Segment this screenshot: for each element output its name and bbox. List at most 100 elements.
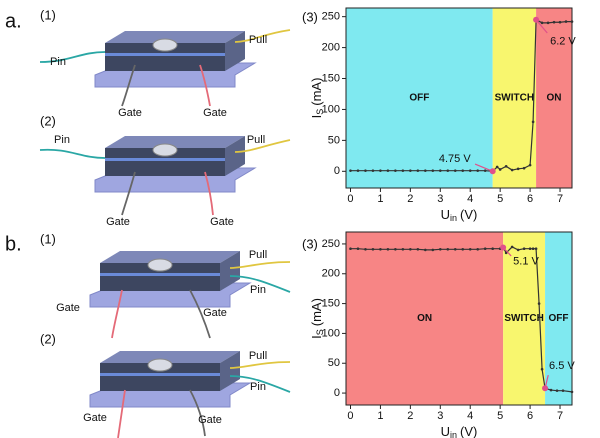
device-side	[220, 251, 240, 291]
y-tick-label: 100	[322, 327, 340, 339]
data-point	[549, 388, 553, 392]
chart-panel-label: (3)	[302, 236, 318, 251]
wire	[229, 375, 291, 393]
data-point	[540, 21, 544, 25]
data-point	[461, 248, 465, 251]
data-point	[552, 20, 556, 24]
y-tick-label: 250	[322, 238, 340, 250]
wire-label: Gate	[203, 107, 227, 119]
x-tick-label: 3	[437, 193, 443, 205]
data-point	[495, 165, 499, 169]
data-point	[534, 247, 538, 251]
label-symbol: U	[441, 424, 450, 438]
x-tick-label: 2	[407, 410, 413, 422]
data-point	[540, 367, 544, 371]
data-point	[446, 248, 450, 251]
y-tick-label: 50	[328, 134, 340, 146]
droplet	[147, 258, 173, 272]
annotation-arrow	[474, 163, 493, 172]
annotation-label: 4.75 V	[439, 153, 471, 165]
data-point	[416, 248, 420, 251]
label-subscript: S	[315, 329, 325, 335]
data-point	[394, 169, 397, 172]
device-label: (1)	[40, 7, 56, 22]
data-point	[386, 169, 390, 172]
data-point	[356, 169, 360, 172]
y-tick-label: 0	[334, 165, 340, 177]
device-illustration	[89, 251, 291, 339]
data-point	[555, 389, 559, 392]
plot-frame	[345, 7, 573, 189]
data-point	[528, 247, 532, 251]
wire-label: Gate	[118, 107, 142, 119]
x-tick-label: 5	[497, 410, 503, 422]
device-stripe	[100, 273, 220, 276]
device-top	[105, 136, 245, 148]
wire	[189, 389, 206, 437]
x-tick-label: 1	[377, 193, 383, 205]
data-point	[510, 245, 514, 249]
data-point	[528, 163, 532, 167]
plot-frame	[345, 231, 573, 406]
device-side	[220, 351, 240, 391]
data-point	[491, 247, 494, 251]
data-point	[561, 389, 565, 392]
data-point	[504, 251, 508, 255]
wire-label: Pin	[250, 284, 266, 296]
device-top	[105, 31, 245, 43]
data-point	[468, 169, 472, 172]
annotation-arrow	[502, 247, 512, 257]
data-point	[424, 169, 427, 172]
x-tick-label: 1	[377, 410, 383, 422]
y-tick-label: 150	[322, 72, 340, 84]
data-point	[516, 167, 520, 171]
label-symbol: I	[309, 335, 324, 339]
y-tick-label: 200	[322, 268, 340, 280]
annotation-label: 6.5 V	[549, 360, 575, 372]
device-illustration	[39, 136, 291, 216]
wire-label: Pin	[54, 134, 70, 146]
wire	[199, 64, 211, 107]
region	[536, 8, 572, 188]
wire-label: Gate	[56, 302, 80, 314]
x-tick-label: 2	[407, 193, 413, 205]
data-point	[401, 169, 405, 172]
data-point	[546, 21, 550, 25]
data-point	[371, 248, 375, 251]
data-point	[349, 247, 352, 251]
label-subscript: in	[450, 430, 457, 438]
wire	[229, 275, 291, 293]
x-tick-label: 6	[527, 410, 533, 422]
x-tick-label: 4	[467, 410, 473, 422]
x-axis-label: Uin (V)	[441, 424, 478, 438]
x-tick-label: 6	[527, 193, 533, 205]
wire	[39, 148, 106, 159]
wire-label: Gate	[210, 216, 234, 228]
data-point	[570, 20, 574, 23]
data-point	[446, 169, 450, 172]
data-point	[453, 169, 457, 172]
data-point	[498, 168, 502, 171]
label-unit: (mA)	[309, 298, 324, 326]
annotation-arrow	[544, 374, 549, 389]
wire-label: Pull	[249, 34, 267, 46]
x-tick-label: 7	[557, 410, 563, 422]
y-tick-label: 50	[328, 357, 340, 369]
device-label: (2)	[40, 113, 56, 128]
annotation-label: 5.1 V	[513, 255, 539, 267]
data-point	[453, 248, 457, 251]
y-axis-label: IS (mA)	[309, 298, 325, 339]
data-point	[416, 169, 420, 172]
y-tick-label: 100	[322, 103, 340, 115]
label-symbol: I	[309, 115, 324, 119]
label-unit: (V)	[460, 424, 477, 438]
y-tick-label: 250	[322, 11, 340, 23]
data-point	[424, 248, 427, 252]
wire	[204, 171, 214, 216]
region-label: SWITCH	[495, 93, 534, 104]
wire	[229, 261, 291, 269]
region	[503, 232, 546, 405]
label-unit: (mA)	[309, 78, 324, 106]
region	[545, 232, 572, 405]
wire	[121, 171, 136, 216]
